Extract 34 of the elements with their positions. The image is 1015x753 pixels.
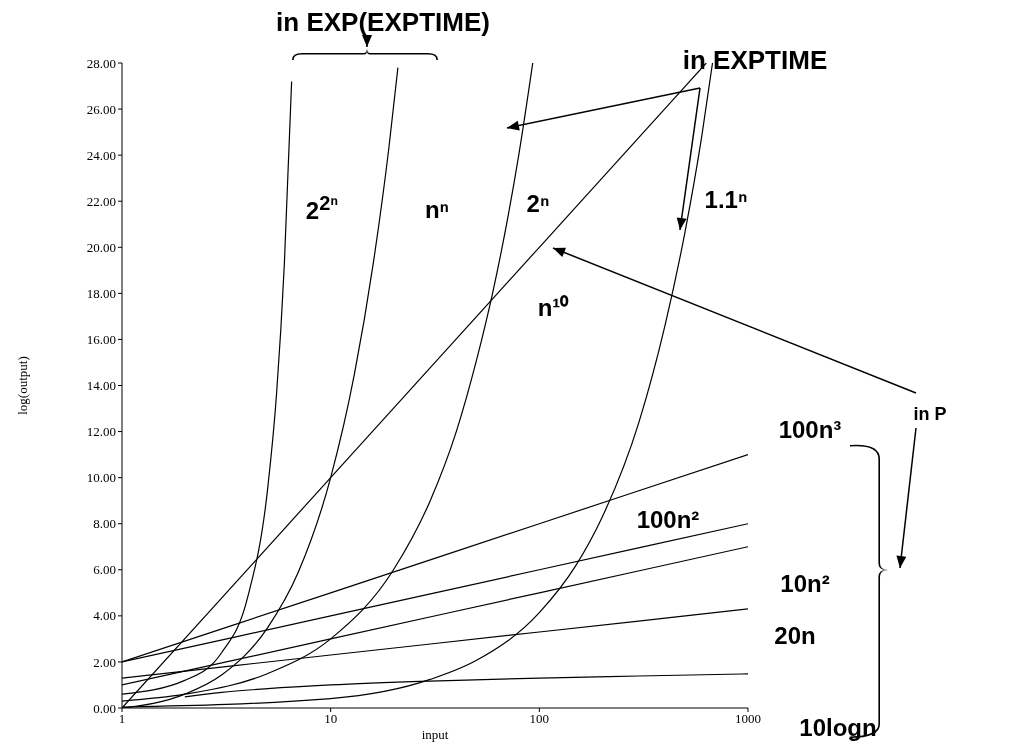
series-label: 20n <box>774 622 816 649</box>
series-label: 2ⁿ <box>526 190 550 217</box>
y-tick-label: 28.00 <box>86 55 116 71</box>
y-tick-label: 26.00 <box>86 101 116 117</box>
y-tick-label: 16.00 <box>86 332 116 348</box>
x-tick-label: 1 <box>118 711 126 727</box>
y-axis-title: log(output) <box>14 356 30 415</box>
series-label: 100n³ <box>778 416 842 443</box>
x-tick-label: 100 <box>529 711 550 727</box>
x-tick-label: 1000 <box>735 711 761 727</box>
y-tick-label: 18.00 <box>86 285 116 301</box>
y-tick-label: 14.00 <box>86 378 116 394</box>
y-tick-label: 22.00 <box>86 193 116 209</box>
x-tick-label: 10 <box>324 711 338 727</box>
y-tick-label: 12.00 <box>86 424 116 440</box>
series-label: 10n² <box>780 570 830 597</box>
x-axis-title: input <box>421 727 449 742</box>
series-label: 100n² <box>636 506 700 533</box>
series-label: nⁿ <box>424 196 450 223</box>
y-tick-label: 8.00 <box>93 516 116 532</box>
text: in P <box>913 403 947 424</box>
y-tick-label: 24.00 <box>86 147 116 163</box>
y-tick-label: 10.00 <box>86 470 116 486</box>
text: 10logn <box>799 714 877 741</box>
series-label: n¹⁰ <box>537 293 569 321</box>
series-label: 1.1ⁿ <box>704 186 748 213</box>
y-tick-label: 2.00 <box>93 654 116 670</box>
series-label: 2$^{2ⁿ}$ <box>305 191 339 224</box>
annotation: in EXPTIME <box>682 44 828 75</box>
y-tick-label: 20.00 <box>86 239 116 255</box>
y-tick-label: 6.00 <box>93 562 116 578</box>
y-tick-label: 0.00 <box>93 700 116 716</box>
y-tick-label: 4.00 <box>93 608 116 624</box>
text: in EXP(EXPTIME) <box>276 6 490 37</box>
